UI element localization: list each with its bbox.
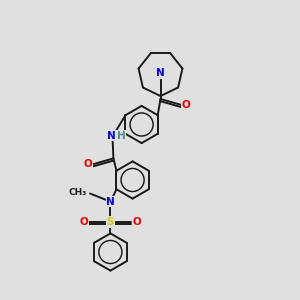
Text: S: S [107, 217, 114, 227]
Text: N: N [106, 130, 116, 141]
Text: O: O [182, 100, 190, 110]
Text: N: N [156, 68, 165, 79]
Text: H: H [116, 130, 125, 141]
Text: O: O [80, 217, 88, 227]
Text: N: N [106, 196, 115, 207]
Text: CH₃: CH₃ [68, 188, 86, 197]
Text: O: O [83, 159, 92, 170]
Text: O: O [132, 217, 141, 227]
